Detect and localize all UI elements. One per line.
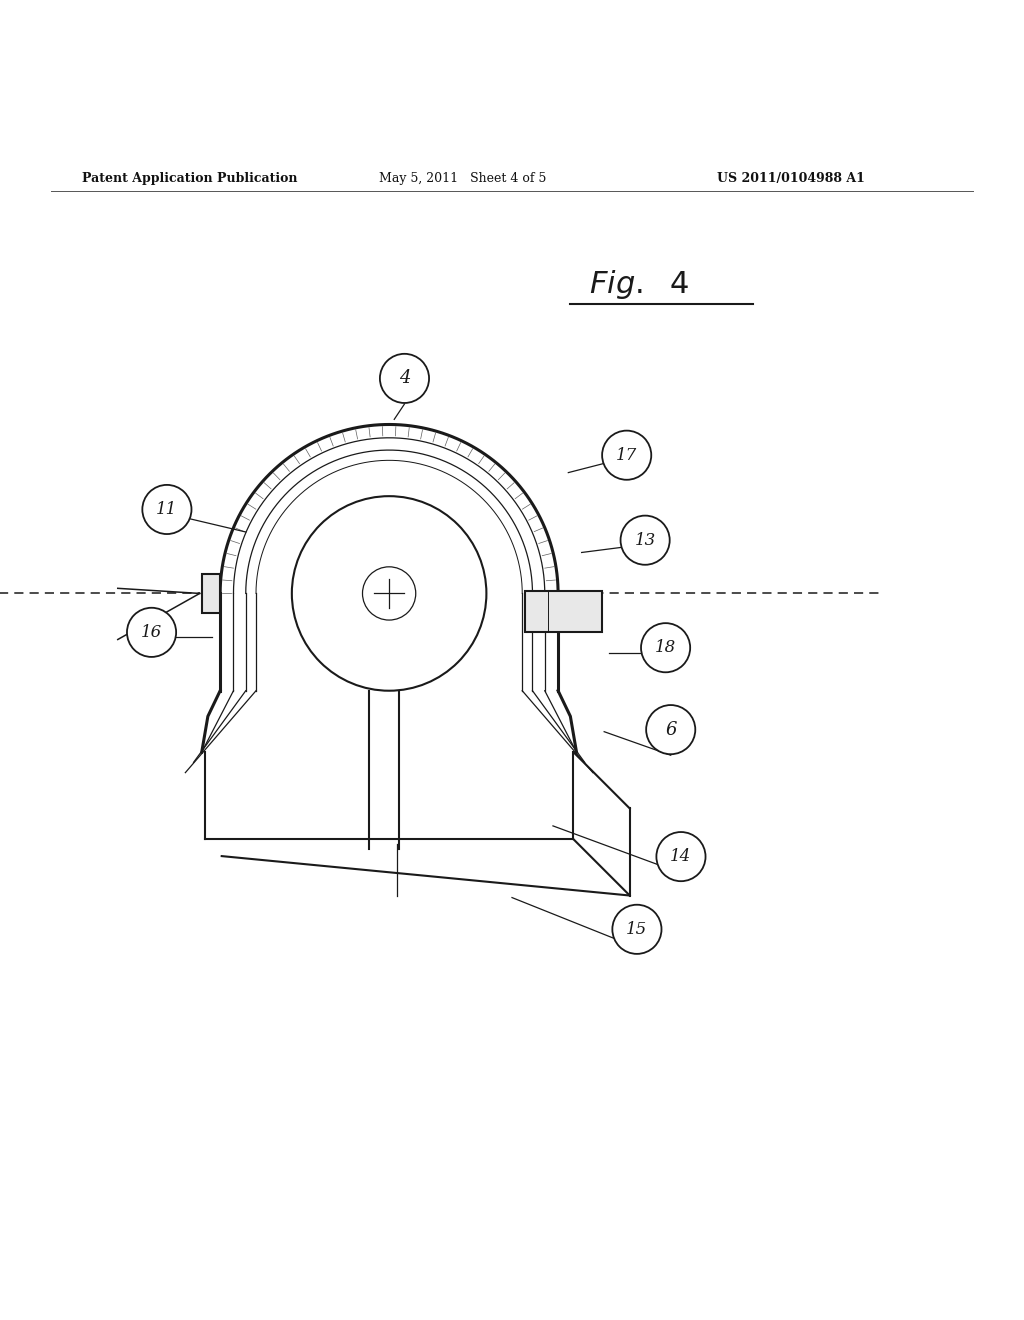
Text: Patent Application Publication: Patent Application Publication — [82, 172, 297, 185]
Circle shape — [292, 496, 486, 690]
Circle shape — [142, 484, 191, 535]
Circle shape — [656, 832, 706, 882]
Circle shape — [646, 705, 695, 754]
Text: 4: 4 — [398, 370, 411, 387]
Text: 6: 6 — [665, 721, 677, 739]
Circle shape — [380, 354, 429, 403]
Circle shape — [362, 566, 416, 620]
Text: 18: 18 — [655, 639, 676, 656]
Bar — [525, 591, 602, 632]
Text: 16: 16 — [141, 624, 162, 640]
Text: 11: 11 — [157, 502, 177, 517]
Text: 13: 13 — [635, 532, 655, 549]
Text: 17: 17 — [616, 446, 637, 463]
Bar — [202, 574, 220, 612]
Circle shape — [602, 430, 651, 479]
Text: May 5, 2011   Sheet 4 of 5: May 5, 2011 Sheet 4 of 5 — [379, 172, 546, 185]
Text: $\mathit{Fig.}$  $\mathit{4}$: $\mathit{Fig.}$ $\mathit{4}$ — [589, 268, 689, 301]
Circle shape — [127, 607, 176, 657]
Text: 15: 15 — [627, 921, 647, 937]
Text: US 2011/0104988 A1: US 2011/0104988 A1 — [717, 172, 864, 185]
Circle shape — [641, 623, 690, 672]
Circle shape — [621, 516, 670, 565]
Circle shape — [612, 904, 662, 954]
Text: 14: 14 — [671, 849, 691, 865]
